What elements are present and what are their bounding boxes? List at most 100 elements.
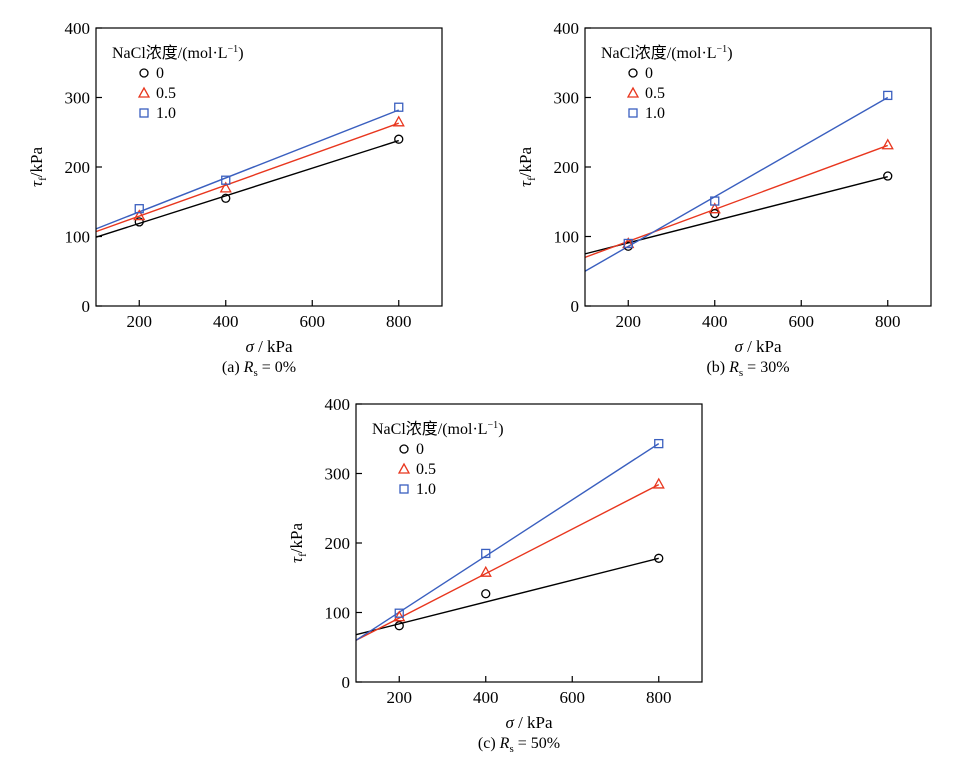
y-tick-label: 400 (65, 19, 91, 38)
caption-subscript: s (509, 743, 513, 755)
data-point-a-0-0 (134, 217, 144, 227)
legend-marker-2 (399, 484, 409, 494)
plot-frame (584, 27, 932, 307)
fit-line-a-0 (95, 139, 399, 238)
x-axis-label: σ / kPa (245, 337, 293, 356)
panel-caption: (c) Rs = 50% (478, 735, 560, 755)
y-tick-label: 300 (554, 89, 580, 108)
x-tick-label: 400 (473, 688, 499, 707)
y-axis-subscript: f (37, 177, 49, 181)
y-tick-label: 0 (342, 673, 351, 692)
x-tick-label: 800 (386, 312, 412, 331)
fit-line-a-1 (95, 122, 399, 233)
x-tick-label: 600 (300, 312, 326, 331)
fit-line-b-2 (584, 96, 889, 272)
x-axis-symbol: σ (245, 337, 254, 356)
y-axis-unit: /kPa (27, 147, 46, 178)
legend-title-superscript: −1 (488, 420, 499, 431)
y-tick-label: 100 (325, 604, 351, 623)
fit-line-c-0 (355, 557, 659, 636)
x-tick-label: 200 (127, 312, 153, 331)
y-tick-label: 100 (554, 228, 580, 247)
y-axis-unit: /kPa (516, 147, 535, 178)
data-point-b-1-2 (881, 138, 894, 150)
fit-line-c-1 (355, 483, 660, 641)
y-axis-symbol: τ (27, 180, 46, 187)
x-tick-label: 600 (789, 312, 815, 331)
y-axis-symbol: τ (516, 180, 535, 187)
x-tick-label: 800 (646, 688, 672, 707)
y-axis-label: τf/kPa (516, 147, 538, 187)
data-point-a-1-0 (133, 209, 146, 221)
caption-subscript: s (739, 367, 743, 379)
x-axis-unit: / kPa (254, 337, 293, 356)
fit-line-c-2 (355, 443, 660, 641)
data-point-a-2-0 (134, 204, 144, 214)
legend-title-text: NaCl浓度/(mol·L (112, 44, 228, 62)
y-tick-label: 400 (325, 395, 351, 414)
legend-marker-1 (137, 86, 151, 98)
data-point-b-1-1 (708, 202, 721, 214)
caption-prefix: (b) (706, 359, 729, 376)
legend-label: 0 (156, 65, 164, 82)
legend-title-end: ) (498, 421, 503, 438)
data-point-b-2-1 (710, 196, 720, 206)
data-point-c-1-2 (652, 477, 665, 489)
legend-label: 1.0 (156, 105, 176, 122)
chart-panel-c: 200 400 600 800 0 100 200 300 400 τf/kPa σ / kPa (c… (287, 395, 703, 755)
data-point-a-1-1 (219, 181, 232, 193)
y-tick-label: 0 (571, 297, 580, 316)
legend-label: 1.0 (645, 105, 665, 122)
caption-variable: R (499, 735, 510, 752)
data-point-a-0-2 (394, 134, 404, 144)
legend-title-end: ) (238, 45, 243, 62)
fit-line-a-2 (95, 109, 400, 230)
plot-frame (95, 27, 443, 307)
x-axis-symbol: σ (734, 337, 743, 356)
data-point-c-2-0 (394, 608, 404, 618)
caption-prefix: (c) (478, 735, 500, 752)
panel-caption: (b) Rs = 30% (706, 359, 789, 379)
legend-label: 0.5 (416, 461, 436, 478)
caption-variable: R (243, 359, 254, 376)
data-point-b-0-2 (883, 171, 893, 181)
data-point-b-2-2 (883, 90, 893, 101)
x-axis-symbol: σ (505, 713, 514, 732)
legend-title: NaCl浓度/(mol·L−1) (372, 420, 504, 438)
x-axis-unit: / kPa (514, 713, 553, 732)
legend-label: 0.5 (645, 85, 665, 102)
caption-variable: R (728, 359, 739, 376)
caption-suffix: = 0% (258, 359, 296, 376)
legend-marker-2 (628, 108, 638, 118)
legend-marker-2 (139, 108, 149, 118)
y-axis-label: τf/kPa (287, 523, 309, 563)
legend-label: 0 (645, 65, 653, 82)
legend-label: 0.5 (156, 85, 176, 102)
x-tick-label: 200 (616, 312, 642, 331)
x-tick-label: 400 (702, 312, 728, 331)
data-point-c-0-0 (394, 621, 404, 631)
data-point-b-2-0 (623, 238, 633, 249)
data-point-a-2-1 (221, 175, 231, 185)
legend-marker-0 (399, 444, 409, 454)
data-point-c-0-1 (481, 589, 491, 599)
chart-panel-b: 200 400 600 800 0 100 200 300 400 τf/kPa σ / kPa (b… (516, 19, 932, 379)
y-axis-label: τf/kPa (27, 147, 49, 187)
legend-title: NaCl浓度/(mol·L−1) (112, 44, 244, 62)
y-tick-label: 300 (325, 465, 351, 484)
y-tick-label: 200 (325, 534, 351, 553)
y-tick-label: 200 (554, 158, 580, 177)
x-tick-label: 600 (560, 688, 586, 707)
legend-marker-0 (628, 68, 638, 78)
legend-title-text: NaCl浓度/(mol·L (372, 420, 488, 438)
data-point-a-1-2 (392, 115, 405, 127)
fit-line-b-1 (584, 144, 888, 259)
y-tick-label: 100 (65, 228, 91, 247)
x-tick-label: 200 (387, 688, 413, 707)
fit-line-b-0 (584, 176, 888, 255)
caption-suffix: = 30% (743, 359, 789, 376)
x-axis-label: σ / kPa (734, 337, 782, 356)
caption-prefix: (a) (222, 359, 244, 376)
